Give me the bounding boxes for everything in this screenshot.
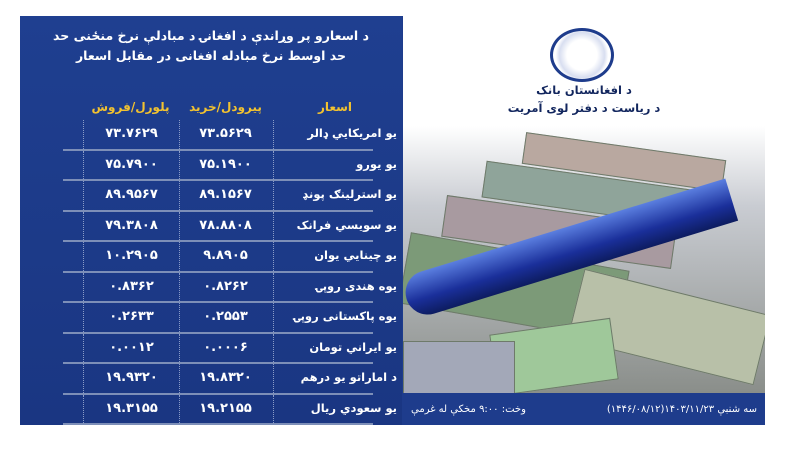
currency-name: يو استرلينګ پونډ: [302, 187, 397, 201]
table-row: ۷۹.۳۸۰۸ ۷۸.۸۸۰۸ يو سويسي فرانک: [63, 211, 397, 242]
buy-rate: ۷۵.۱۹۰۰: [178, 150, 274, 179]
buy-rate: ۸۹.۱۵۶۷: [178, 181, 274, 210]
currency-name: يو سويسي فرانک: [296, 217, 397, 232]
title-block: د اسعارو پر وړاندې د افغانۍ د مبادلې نرخ…: [26, 28, 396, 64]
table-row: ۱۹.۳۱۵۵ ۱۹.۲۱۵۵ يو سعودي ريال: [63, 394, 397, 425]
date-label: سه شنبې ۱۴۰۳/۱۱/۲۳(۱۴۴۶/۰۸/۱۲): [606, 403, 757, 415]
table-row: ۰.۲۶۳۳ ۰.۲۵۵۳ يوه پاکستانی روپۍ: [63, 303, 397, 334]
currency-name: يو سعودي ريال: [310, 400, 397, 415]
currency-notes-image: [403, 126, 765, 393]
rates-section: د اسعارو پر وړاندې د افغانۍ د مبادلې نرخ…: [20, 16, 402, 425]
buy-rate: ۷۳.۵۶۲۹: [178, 120, 274, 149]
currency-name: يو يورو: [356, 156, 397, 171]
rates-table: ۷۳.۷۶۲۹ ۷۳.۵۶۲۹ يو امريکايي ډالر ۷۵.۷۹۰۰ ۷۵.…: [63, 120, 397, 425]
sell-rate: ۰.۸۳۶۲: [83, 272, 180, 301]
buy-rate: ۱۹.۸۳۲۰: [178, 364, 274, 393]
currency-name: يو ايراني تومان: [309, 339, 397, 354]
currency-name: يوه پاکستانی روپۍ: [293, 309, 397, 323]
buy-rate: ۷۸.۸۸۰۸: [178, 211, 274, 240]
column-header-sell: پلورل/فروش: [91, 100, 170, 114]
sell-rate: ۱۹.۹۳۲۰: [83, 364, 180, 393]
column-header-buy: پیرودل/خرید: [189, 100, 262, 114]
exchange-rate-panel: د اسعارو پر وړاندې د افغانۍ د مبادلې نرخ…: [20, 16, 765, 425]
title-dari: حد اوسط نرخ مبادله افغانی در مقابل اسعار: [75, 48, 347, 63]
bank-department: د رياست د دفتر لوی آمريت: [507, 101, 661, 115]
currency-name: يو چينايي يوان: [314, 248, 397, 262]
sell-rate: ۸۹.۹۵۶۷: [83, 181, 180, 210]
sell-rate: ۱۰.۲۹۰۵: [83, 242, 180, 271]
buy-rate: ۰.۸۲۶۲: [178, 272, 274, 301]
title-pashto: د اسعارو پر وړاندې د افغانۍ د مبادلې نرخ…: [53, 28, 369, 43]
buy-rate: ۰.۰۰۰۶: [178, 333, 274, 362]
sell-rate: ۰.۰۰۱۲: [83, 333, 180, 362]
table-row: ۰.۰۰۱۲ ۰.۰۰۰۶ يو ايراني تومان: [63, 333, 397, 364]
bank-logo: [550, 28, 614, 82]
table-row: ۱۰.۲۹۰۵ ۹.۸۹۰۵ يو چينايي يوان: [63, 242, 397, 273]
column-header-currency: اسعار: [317, 100, 353, 114]
bank-name: د افغانستان بانک: [536, 83, 632, 97]
buy-rate: ۱۹.۲۱۵۵: [178, 394, 274, 423]
bank-section: د افغانستان بانک د رياست د دفتر لوی آمري…: [403, 16, 765, 393]
currency-name: يوه هندی روپۍ: [316, 278, 397, 293]
sell-rate: ۷۵.۷۹۰۰: [83, 150, 180, 179]
table-row: ۸۹.۹۵۶۷ ۸۹.۱۵۶۷ يو استرلينګ پونډ: [63, 181, 397, 212]
currency-name: يو امريکايي ډالر: [307, 126, 397, 140]
buy-rate: ۹.۸۹۰۵: [178, 242, 274, 271]
table-row: ۰.۸۳۶۲ ۰.۸۲۶۲ يوه هندی روپۍ: [63, 272, 397, 303]
sell-rate: ۷۹.۳۸۰۸: [83, 211, 180, 240]
buy-rate: ۰.۲۵۵۳: [178, 303, 274, 332]
time-label: وخت: ۹:۰۰ مخکې له غرمې: [411, 403, 526, 415]
sell-rate: ۱۹.۳۱۵۵: [83, 394, 180, 423]
sell-rate: ۷۳.۷۶۲۹: [83, 120, 180, 149]
sell-rate: ۰.۲۶۳۳: [83, 303, 180, 332]
table-row: ۷۵.۷۹۰۰ ۷۵.۱۹۰۰ يو يورو: [63, 150, 397, 181]
footer-bar: سه شنبې ۱۴۰۳/۱۱/۲۳(۱۴۴۶/۰۸/۱۲) وخت: ۹:۰۰…: [403, 393, 765, 425]
table-row: ۱۹.۹۳۲۰ ۱۹.۸۳۲۰ د اماراتو يو درهم: [63, 364, 397, 395]
table-row: ۷۳.۷۶۲۹ ۷۳.۵۶۲۹ يو امريکايي ډالر: [63, 120, 397, 151]
currency-name: د اماراتو يو درهم: [300, 370, 397, 384]
